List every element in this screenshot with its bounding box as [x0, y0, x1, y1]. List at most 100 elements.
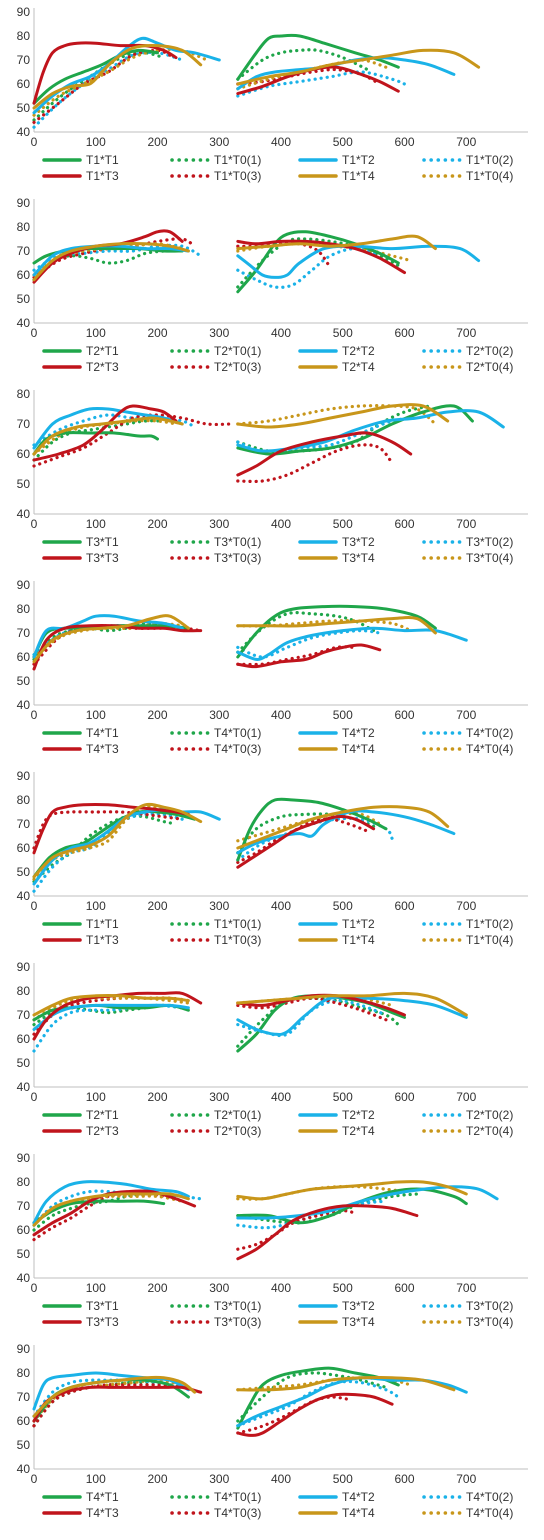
x-tick-label: 0 [31, 1281, 38, 1295]
series-line-left-t4-t0-2- [32, 1378, 184, 1418]
series-line-left-t3-t4 [32, 1192, 190, 1227]
y-tick-label: 60 [17, 1223, 31, 1237]
legend-label: T1*T4 [342, 933, 375, 947]
legend-label: T4*T2 [342, 726, 375, 740]
series-line-left-t4-t4 [32, 614, 190, 664]
legend-label: T2*T0(2) [466, 344, 513, 358]
x-tick-label: 100 [86, 708, 106, 722]
series-line-right-t3-t0-1- [236, 404, 431, 454]
y-tick-label: 60 [17, 1032, 31, 1046]
x-tick-label: 600 [394, 326, 414, 340]
series-line-left-t2-t4 [32, 242, 190, 282]
legend-label: T1*T0(2) [466, 917, 513, 931]
x-tick-label: 600 [394, 1472, 414, 1486]
legend-label: T2*T2 [342, 1108, 375, 1122]
x-tick-label: 200 [147, 899, 167, 913]
legend-label: T2*T4 [342, 1124, 375, 1138]
series-line-left-t4-t2 [32, 614, 184, 659]
series-line-right-t1-t1 [236, 797, 388, 862]
series-line-right-t1-t2 [236, 809, 456, 855]
y-tick-label: 70 [17, 417, 31, 431]
series-line-right-t2-t0-1- [236, 237, 400, 289]
x-tick-label: 100 [86, 1281, 106, 1295]
series-line-left-t1-t2 [32, 808, 221, 886]
y-tick-label: 60 [17, 1414, 31, 1428]
x-tick-label: 500 [333, 708, 353, 722]
x-tick-label: 0 [31, 1472, 38, 1486]
y-tick-label: 70 [17, 53, 31, 67]
series-line-left-t3-t0-1- [32, 419, 166, 462]
x-tick-label: 600 [394, 1090, 414, 1104]
x-tick-label: 400 [271, 1281, 291, 1295]
y-tick-label: 60 [17, 447, 31, 461]
legend-label: T4*T0(4) [466, 742, 513, 756]
y-tick-label: 70 [17, 1199, 31, 1213]
y-tick-label: 50 [17, 674, 31, 688]
series-line-left-t3-t0-2- [32, 413, 197, 447]
legend-label: T4*T0(1) [214, 726, 261, 740]
legend-label: T2*T1 [86, 1108, 119, 1122]
legend-label: T1*T0(4) [466, 169, 513, 183]
x-tick-label: 200 [147, 708, 167, 722]
y-tick-label: 80 [17, 984, 31, 998]
y-tick-label: 40 [17, 507, 31, 521]
series-line-right-t1-t4 [236, 805, 450, 850]
x-tick-label: 600 [394, 708, 414, 722]
series-line-right-t3-t0-3- [236, 443, 394, 484]
series-line-left-t4-t3 [32, 624, 203, 671]
x-tick-label: 400 [271, 708, 291, 722]
legend-label: T2*T1 [86, 344, 119, 358]
y-tick-label: 50 [17, 101, 31, 115]
x-tick-label: 300 [209, 899, 229, 913]
x-tick-label: 700 [456, 708, 476, 722]
y-tick-label: 40 [17, 1462, 31, 1476]
series-line-right-t3-t0-4- [236, 1184, 407, 1201]
legend-label: T4*T0(2) [466, 726, 513, 740]
chart-panel-5: 40 50 60 70 80 90 0 100 200 300 400 500 600 700 T1*T1 T… [17, 769, 528, 947]
y-tick-label: 40 [17, 1080, 31, 1094]
series-line-left-t3-t0-4- [32, 419, 178, 456]
series-line-left-t1-t3 [32, 41, 178, 105]
y-tick-label: 90 [17, 5, 31, 19]
series-line-left-t3-t2 [32, 1180, 190, 1225]
legend-label: T1*T2 [342, 917, 375, 931]
y-tick-label: 80 [17, 220, 31, 234]
series-line-right-t3-t0-1- [236, 1192, 419, 1225]
legend-label: T4*T3 [86, 742, 119, 756]
y-tick-label: 90 [17, 1342, 31, 1356]
y-tick-label: 70 [17, 244, 31, 258]
legend-label: T2*T0(1) [214, 1108, 261, 1122]
series-line-left-t1-t4 [32, 802, 203, 879]
legend-label: T4*T4 [342, 742, 375, 756]
series-line-left-t1-t1 [32, 809, 197, 879]
x-tick-label: 600 [394, 135, 414, 149]
x-tick-label: 200 [147, 1281, 167, 1295]
legend-label: T4*T3 [86, 1506, 119, 1520]
y-tick-label: 80 [17, 1366, 31, 1380]
x-tick-label: 400 [271, 326, 291, 340]
series-line-right-t1-t3 [236, 815, 376, 869]
y-tick-label: 90 [17, 578, 31, 592]
x-tick-label: 300 [209, 135, 229, 149]
y-tick-label: 70 [17, 1008, 31, 1022]
y-tick-label: 90 [17, 769, 31, 783]
legend-label: T1*T0(3) [214, 169, 261, 183]
series-line-right-t3-t3 [236, 1204, 419, 1261]
series-line-left-t2-t0-4- [32, 996, 190, 1022]
y-tick-label: 40 [17, 125, 31, 139]
chart-panel-1: 40 50 60 70 80 90 0 100 200 300 400 500 600 700 T1*T1 T… [17, 5, 528, 183]
x-tick-label: 700 [456, 1090, 476, 1104]
y-tick-label: 80 [17, 29, 31, 43]
series-line-left-t1-t4 [32, 43, 203, 110]
legend-label: T1*T3 [86, 169, 119, 183]
x-tick-label: 700 [456, 899, 476, 913]
y-tick-label: 90 [17, 196, 31, 210]
series-line-right-t4-t2 [236, 626, 468, 661]
x-tick-label: 300 [209, 1090, 229, 1104]
x-tick-label: 500 [333, 899, 353, 913]
series-line-left-t3-t1 [32, 1199, 166, 1225]
legend-label: T4*T4 [342, 1506, 375, 1520]
y-tick-label: 60 [17, 841, 31, 855]
x-tick-label: 400 [271, 1090, 291, 1104]
series-line-right-t4-t2 [236, 1376, 468, 1428]
